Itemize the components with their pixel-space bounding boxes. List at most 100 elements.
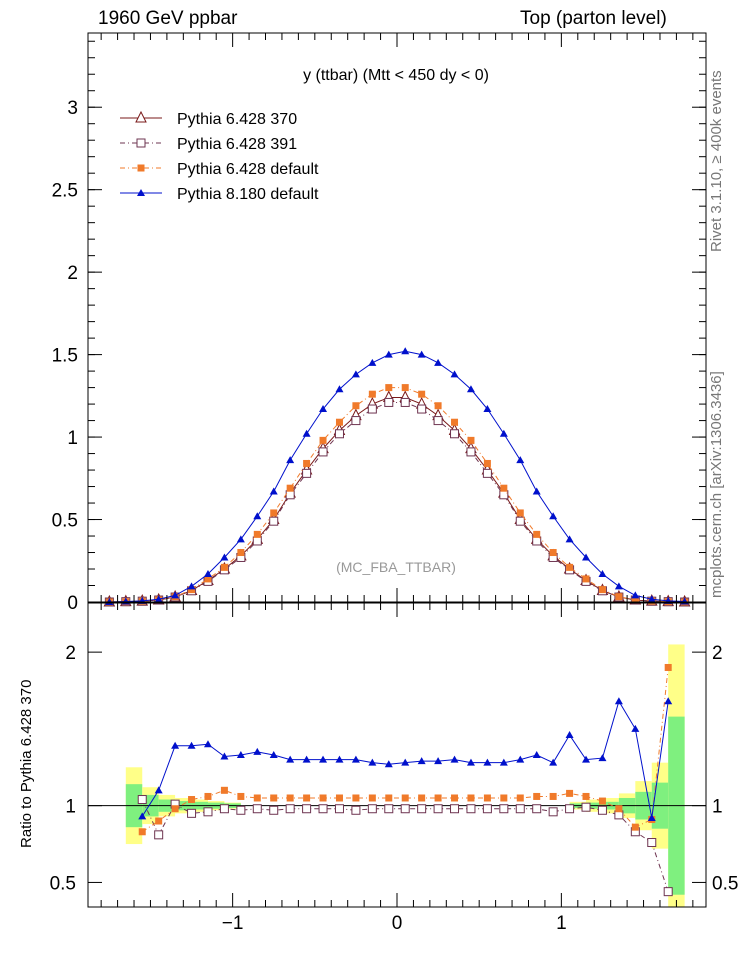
ratio-data-point (466, 758, 475, 766)
ratio-data-point (138, 812, 147, 820)
main-data-point (565, 535, 574, 543)
x-tick-label: 0 (392, 913, 403, 934)
main-data-point (466, 447, 476, 457)
main-data-point (417, 350, 426, 358)
legend-label: Pythia 8.180 default (177, 186, 319, 203)
legend-label: Pythia 6.428 391 (177, 136, 297, 153)
main-y-tick-label: 2 (67, 263, 78, 284)
ratio-data-point (499, 804, 509, 814)
main-data-point (582, 553, 591, 561)
main-data-point (171, 591, 180, 599)
main-data-point (598, 586, 606, 594)
legend-marker (136, 138, 146, 148)
ratio-data-point (533, 792, 541, 800)
ratio-data-point (401, 758, 410, 766)
main-data-point (335, 418, 343, 426)
main-data-point (253, 512, 262, 520)
main-data-point (417, 404, 427, 414)
ratio-data-point (269, 751, 278, 758)
ratio-data-point (334, 804, 344, 814)
main-data-point (566, 563, 574, 571)
main-data-point (499, 490, 509, 500)
ratio-data-point (319, 755, 328, 763)
ratio-data-point (549, 792, 557, 800)
ratio-data-point (252, 804, 262, 814)
ratio-data-point (319, 794, 327, 802)
ratio-data-point (483, 794, 491, 802)
ratio-data-point (286, 794, 294, 802)
main-data-point (385, 384, 393, 392)
main-data-point (367, 404, 377, 414)
main-plot-title: y (ttbar) (Mtt < 450 dy < 0) (303, 67, 489, 84)
main-data-point (351, 416, 361, 426)
main-data-point (516, 456, 525, 464)
legend-label: Pythia 6.428 default (177, 161, 319, 178)
main-data-point (614, 582, 623, 590)
ratio-data-point (565, 804, 575, 814)
legend-marker (137, 189, 145, 196)
ratio-data-point (515, 804, 525, 814)
ratio-data-point (237, 792, 245, 800)
ratio-data-point (401, 794, 409, 802)
main-data-point (598, 569, 607, 577)
main-data-point (516, 509, 524, 517)
ratio-data-point (204, 792, 212, 800)
ratio-data-point (155, 817, 163, 825)
legend-marker (135, 110, 147, 123)
ratio-data-point (598, 797, 606, 805)
main-data-point (647, 595, 656, 603)
ratio-data-point (286, 755, 295, 763)
ratio-data-point (302, 755, 311, 763)
ratio-y-axis-label: Ratio to Pythia 6.428 370 (18, 679, 35, 848)
main-y-tick-label: 1 (67, 428, 78, 449)
main-data-point (334, 429, 344, 439)
main-data-point (154, 595, 163, 603)
ratio-data-point (187, 741, 196, 749)
process-label: Top (parton level) (520, 8, 667, 29)
main-data-point (384, 397, 394, 407)
ratio-data-point (450, 755, 459, 763)
main-data-point (483, 459, 491, 467)
ratio-data-point (434, 757, 443, 765)
main-y-tick-label: 2.5 (52, 181, 78, 202)
ratio-data-point (664, 663, 672, 671)
main-data-point (450, 429, 460, 439)
main-data-point (302, 429, 311, 437)
main-data-point (368, 390, 376, 398)
ratio-data-point (434, 794, 442, 802)
ratio-series-line (141, 799, 669, 892)
main-data-point (319, 436, 327, 444)
main-data-point (286, 484, 294, 492)
ratio-data-point (220, 786, 228, 794)
ratio-data-point (614, 697, 623, 705)
ratio-data-point (516, 794, 524, 802)
ratio-y-tick-label: 0.5 (50, 873, 76, 894)
ratio-y-tick-label: 2 (65, 643, 76, 664)
ratio-data-point (137, 795, 147, 805)
ratio-data-point (368, 758, 377, 766)
ratio-data-point (418, 794, 426, 802)
main-data-point (451, 418, 459, 426)
ratio-data-point (598, 754, 607, 762)
main-data-point (269, 487, 278, 495)
ratio-data-point (582, 792, 590, 800)
ratio-data-point (318, 804, 328, 814)
main-data-point (631, 596, 639, 604)
legend-label: Pythia 6.428 370 (177, 111, 297, 128)
ratio-data-point (367, 804, 377, 814)
main-data-point (450, 370, 459, 378)
ratio-data-point (236, 805, 246, 815)
ratio-data-point (400, 804, 410, 814)
ratio-data-point (631, 724, 640, 732)
ratio-data-point (384, 760, 393, 768)
main-data-point (515, 516, 525, 526)
analysis-watermark: (MC_FBA_TTBAR) (336, 559, 456, 575)
main-y-tick-label: 0 (67, 593, 78, 614)
ratio-data-point (253, 794, 261, 802)
rivet-label: Rivet 3.1.10, ≥ 400k events (708, 70, 725, 252)
ratio-y-tick-label-right: 1 (712, 797, 723, 818)
ratio-data-point (499, 758, 508, 766)
legend-marker (137, 164, 145, 172)
ratio-data-point (171, 741, 180, 749)
